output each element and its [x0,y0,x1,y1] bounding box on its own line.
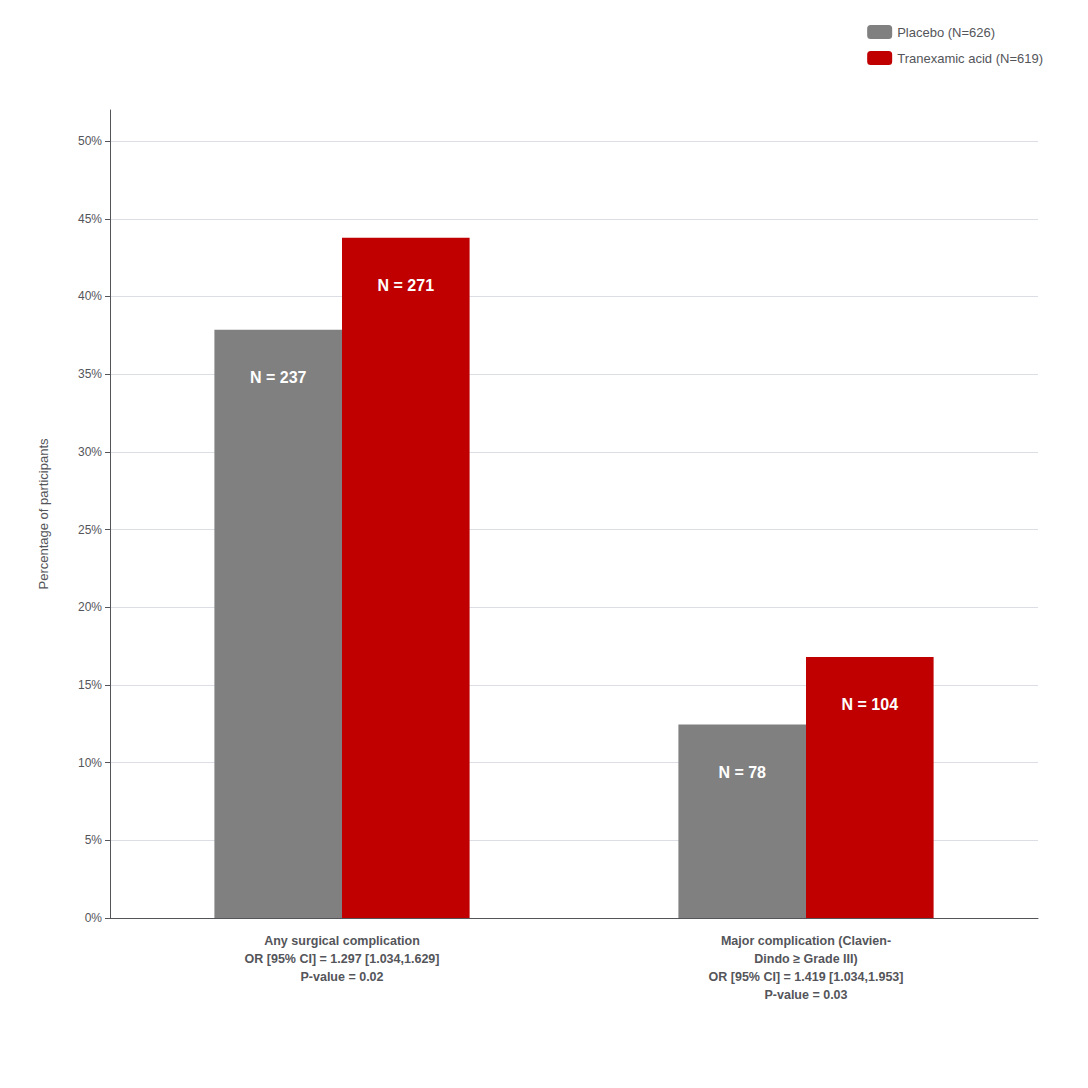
svg-text:Any surgical complication: Any surgical complication [264,934,420,948]
svg-text:10%: 10% [78,756,102,770]
svg-text:OR [95% CI] = 1.419 [1.034,1.9: OR [95% CI] = 1.419 [1.034,1.953] [709,970,904,984]
svg-text:N = 78: N = 78 [718,764,766,781]
svg-text:Percentage of participants: Percentage of participants [36,438,51,590]
svg-text:OR [95% CI] = 1.297 [1.034,1.6: OR [95% CI] = 1.297 [1.034,1.629] [245,952,440,966]
svg-text:30%: 30% [78,445,102,459]
svg-text:0%: 0% [85,911,103,925]
svg-text:20%: 20% [78,600,102,614]
svg-text:P-value = 0.02: P-value = 0.02 [300,970,383,984]
svg-text:Placebo (N=626): Placebo (N=626) [897,25,995,40]
svg-text:P-value = 0.03: P-value = 0.03 [764,988,847,1002]
svg-text:Dindo ≥ Grade III): Dindo ≥ Grade III) [754,952,857,966]
svg-text:50%: 50% [78,134,102,148]
svg-text:25%: 25% [78,523,102,537]
svg-text:N = 104: N = 104 [842,696,899,713]
svg-text:N = 271: N = 271 [378,277,435,294]
svg-text:40%: 40% [78,289,102,303]
svg-text:35%: 35% [78,367,102,381]
svg-text:Major complication (Clavien-: Major complication (Clavien- [721,934,891,948]
svg-text:5%: 5% [85,833,103,847]
svg-text:N = 237: N = 237 [250,369,307,386]
svg-text:15%: 15% [78,678,102,692]
svg-text:45%: 45% [78,212,102,226]
svg-text:Tranexamic acid (N=619): Tranexamic acid (N=619) [897,51,1043,66]
